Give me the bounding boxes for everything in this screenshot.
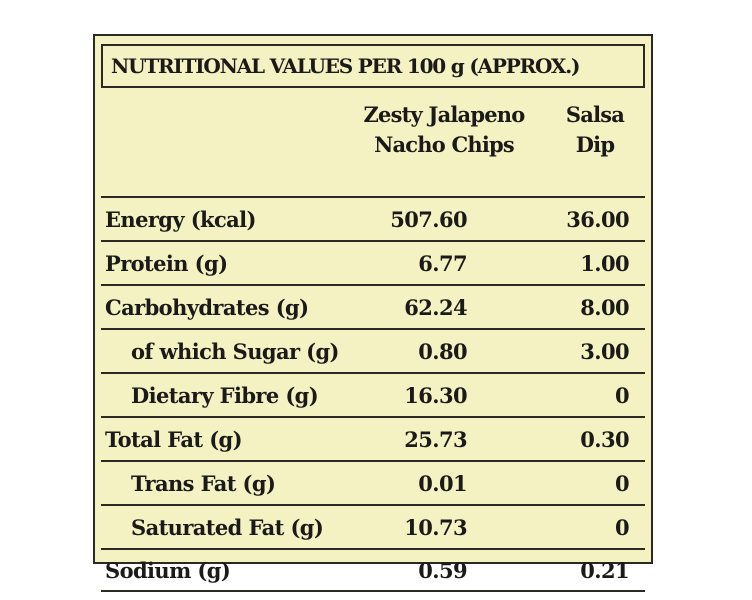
column-header-chips-line1: Zesty Jalapeno bbox=[363, 102, 526, 127]
chips-value: 6.77 bbox=[418, 250, 467, 276]
nutrient-name: Protein (g) bbox=[105, 250, 228, 276]
table-row: Trans Fat (g) 0.01 0 bbox=[101, 460, 645, 504]
column-header-dip-line2: Dip bbox=[575, 132, 615, 157]
chips-value: 0.01 bbox=[418, 470, 467, 496]
table-row: Saturated Fat (g) 10.73 0 bbox=[101, 504, 645, 548]
nutrient-name: Carbohydrates (g) bbox=[105, 294, 309, 320]
column-header-dip-line1: Salsa bbox=[565, 102, 625, 127]
chips-value: 10.73 bbox=[404, 514, 467, 540]
chips-value: 507.60 bbox=[390, 206, 467, 232]
table-row: Energy (kcal) 507.60 36.00 bbox=[101, 196, 645, 240]
column-header-dip: Salsa Dip bbox=[541, 100, 649, 160]
nutrient-name: Saturated Fat (g) bbox=[131, 514, 324, 540]
nutrition-label: NUTRITIONAL VALUES PER 100 g (APPROX.) Z… bbox=[93, 34, 653, 592]
chips-value: 62.24 bbox=[404, 294, 467, 320]
table-row: Total Fat (g) 25.73 0.30 bbox=[101, 416, 645, 460]
dip-value: 3.00 bbox=[580, 338, 629, 364]
nutrient-name: of which Sugar (g) bbox=[131, 338, 340, 364]
dip-value: 0.30 bbox=[580, 426, 629, 452]
nutrient-name: Sodium (g) bbox=[105, 557, 231, 583]
dip-value: 0 bbox=[614, 382, 630, 408]
nutrition-rows: Energy (kcal) 507.60 36.00 Protein (g) 6… bbox=[101, 196, 645, 592]
chips-value: 25.73 bbox=[404, 426, 467, 452]
title-text: NUTRITIONAL VALUES PER 100 g (APPROX.) bbox=[111, 54, 580, 78]
column-header-chips: Zesty Jalapeno Nacho Chips bbox=[349, 100, 539, 160]
dip-value: 0.21 bbox=[580, 557, 629, 583]
dip-value: 0 bbox=[614, 470, 630, 496]
nutrient-name: Dietary Fibre (g) bbox=[131, 382, 319, 408]
dip-value: 8.00 bbox=[580, 294, 629, 320]
nutrient-name: Energy (kcal) bbox=[105, 206, 256, 232]
chips-value: 16.30 bbox=[404, 382, 467, 408]
table-row: of which Sugar (g) 0.80 3.00 bbox=[101, 328, 645, 372]
column-header-row: Zesty Jalapeno Nacho Chips Salsa Dip bbox=[101, 90, 645, 200]
nutrient-name: Total Fat (g) bbox=[105, 426, 243, 452]
table-row: Dietary Fibre (g) 16.30 0 bbox=[101, 372, 645, 416]
dip-value: 36.00 bbox=[566, 206, 629, 232]
nutrition-title: NUTRITIONAL VALUES PER 100 g (APPROX.) bbox=[101, 44, 645, 88]
dip-value: 0 bbox=[614, 514, 630, 540]
chips-value: 0.59 bbox=[418, 557, 467, 583]
table-row: Carbohydrates (g) 62.24 8.00 bbox=[101, 284, 645, 328]
table-row: Protein (g) 6.77 1.00 bbox=[101, 240, 645, 284]
nutrient-name: Trans Fat (g) bbox=[131, 470, 276, 496]
dip-value: 1.00 bbox=[580, 250, 629, 276]
chips-value: 0.80 bbox=[418, 338, 467, 364]
table-row: Sodium (g) 0.59 0.21 bbox=[101, 548, 645, 592]
column-header-chips-line2: Nacho Chips bbox=[374, 132, 515, 157]
